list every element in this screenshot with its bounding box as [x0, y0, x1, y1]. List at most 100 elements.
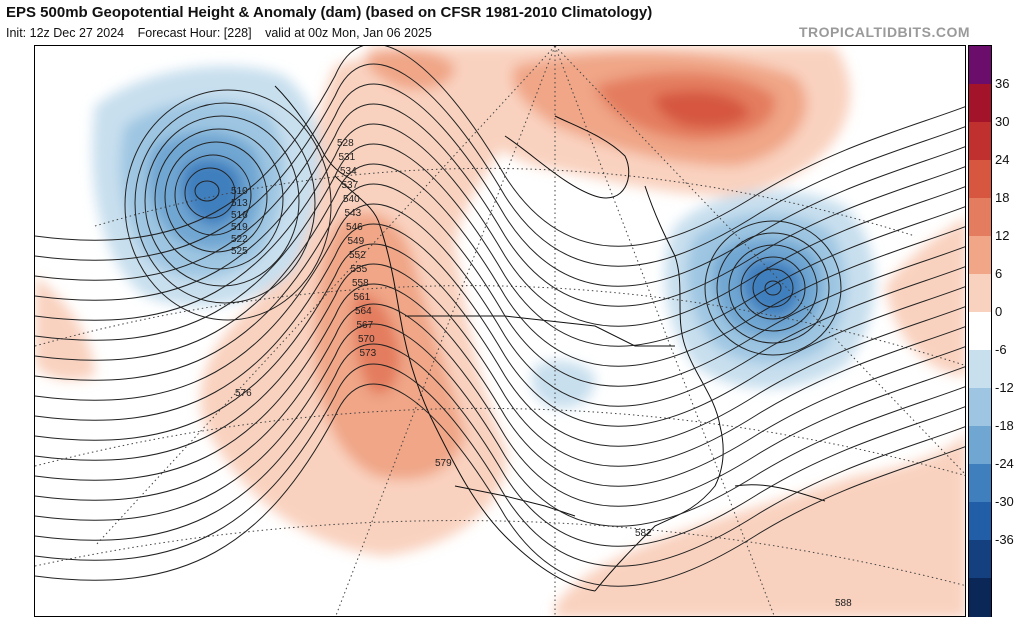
coast-east — [644, 185, 721, 427]
contour-label: 540 — [343, 194, 360, 205]
height-contour-516 — [174, 154, 252, 236]
colorbar-segment — [969, 502, 991, 541]
height-contour-540 — [35, 83, 965, 287]
height-contour-573 — [35, 303, 965, 507]
height-contour-537 — [35, 63, 965, 267]
coast-cuba — [734, 484, 826, 502]
height-contour-576 — [35, 323, 965, 527]
colorbar-tick-label: 12 — [995, 228, 1010, 243]
contour-label: 528 — [337, 138, 354, 149]
anomaly-neg-alaska-core — [181, 159, 242, 226]
height-contour-570 — [35, 283, 965, 487]
colorbar-tick-label: 18 — [995, 190, 1010, 205]
contour-label: 546 — [346, 222, 363, 233]
height-contour-558 — [35, 203, 965, 407]
colorbar-segment — [969, 350, 991, 389]
graticule-lon-1 — [335, 46, 556, 616]
height-contour-east-low-6 — [704, 220, 842, 356]
height-contour-east-low-2 — [752, 268, 794, 308]
anomaly-pos-alaska-core — [365, 49, 455, 90]
height-contour-579 — [35, 343, 965, 547]
anomaly-pos-broad-south — [555, 432, 965, 616]
colorbar-tick-label: 36 — [995, 76, 1010, 91]
colorbar — [968, 45, 992, 617]
height-contour-549 — [35, 143, 965, 347]
colorbar-segment — [969, 274, 991, 313]
anomaly-pos-north-peak — [654, 91, 750, 128]
contour-label: 513 — [231, 198, 248, 209]
forecast-hour: Forecast Hour: [228] — [137, 26, 252, 40]
contour-label: 537 — [342, 180, 359, 191]
site-credit: TROPICALTIDBITS.COM — [798, 24, 970, 40]
chart-title: EPS 500mb Geopotential Height & Anomaly … — [6, 4, 653, 21]
colorbar-segment — [969, 540, 991, 579]
graticule-lon-4 — [554, 46, 965, 475]
contour-label: 567 — [357, 320, 374, 331]
contour-label: 579 — [435, 458, 452, 469]
contour-label: 576 — [235, 388, 252, 399]
contour-label: 573 — [360, 348, 377, 359]
colorbar-tick-label: -18 — [995, 418, 1014, 433]
height-contour-525 — [144, 115, 300, 287]
height-contour-531 — [124, 89, 332, 321]
chart-subtitle: Init: 12z Dec 27 2024 Forecast Hour: [22… — [6, 26, 442, 40]
coast-north-america-west — [334, 175, 596, 592]
contour-label: 510 — [231, 186, 248, 197]
colorbar-tick-label: 24 — [995, 152, 1010, 167]
contour-label: 564 — [355, 306, 372, 317]
contour-label: 588 — [835, 598, 852, 609]
graticule-lat-2 — [35, 520, 965, 587]
contour-label: 534 — [340, 166, 357, 177]
colorbar-segment — [969, 312, 991, 351]
colorbar-tick-label: 0 — [995, 304, 1003, 319]
colorbar-segment — [969, 84, 991, 123]
contour-label: 549 — [348, 236, 365, 247]
coastlines — [274, 85, 826, 592]
colorbar-segment — [969, 46, 991, 85]
colorbar-tick-label: -36 — [995, 532, 1014, 547]
coast-gulf — [594, 425, 724, 592]
graticule-lat-3 — [35, 285, 965, 366]
contour-label: 525 — [231, 246, 248, 257]
contour-label: 531 — [339, 152, 356, 163]
contour-label: 519 — [231, 222, 248, 233]
colorbar-segment — [969, 388, 991, 427]
coast-hudson — [504, 115, 630, 199]
border-us-canada — [405, 315, 675, 347]
height-contour-528 — [134, 102, 316, 304]
contour-label: 543 — [345, 208, 362, 219]
height-contour-east-low-5 — [716, 232, 830, 344]
colorbar-tick-label: -24 — [995, 456, 1014, 471]
anomaly-shading — [35, 46, 965, 616]
height-contour-552 — [35, 163, 965, 367]
anomaly-neg-midwest — [531, 360, 596, 409]
contour-label: 516 — [231, 210, 248, 221]
colorbar-tick-label: -6 — [995, 342, 1007, 357]
height-contour-513 — [184, 167, 236, 219]
height-contour-567 — [35, 263, 965, 467]
colorbar-segment — [969, 160, 991, 199]
valid-time: valid at 00z Mon, Jan 06 2025 — [265, 26, 432, 40]
height-contour-546 — [35, 123, 965, 327]
colorbar-tick-label: -12 — [995, 380, 1014, 395]
contour-label: 570 — [358, 334, 375, 345]
contour-label: 558 — [352, 278, 369, 289]
colorbar-segment — [969, 198, 991, 237]
colorbar-segment — [969, 426, 991, 465]
colorbar-tick-label: -30 — [995, 494, 1014, 509]
height-contour-east-low-1 — [764, 280, 782, 296]
init-time: Init: 12z Dec 27 2024 — [6, 26, 125, 40]
height-contour-555 — [35, 183, 965, 387]
height-contour-522 — [154, 128, 284, 270]
contour-label: 582 — [635, 528, 652, 539]
height-contour-510 — [194, 180, 220, 202]
contour-label: 561 — [354, 292, 371, 303]
graticule-lon-3 — [554, 46, 775, 616]
height-contour-582 — [35, 363, 965, 567]
anomaly-map: 510 513 516 519 522 525 528 531 534 537 540 543 546 5… — [34, 45, 966, 617]
height-contour-534 — [35, 46, 965, 247]
colorbar-segment — [969, 236, 991, 275]
height-contour-543 — [35, 103, 965, 307]
